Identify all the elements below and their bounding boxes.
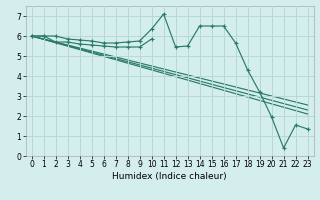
X-axis label: Humidex (Indice chaleur): Humidex (Indice chaleur) (112, 172, 227, 181)
